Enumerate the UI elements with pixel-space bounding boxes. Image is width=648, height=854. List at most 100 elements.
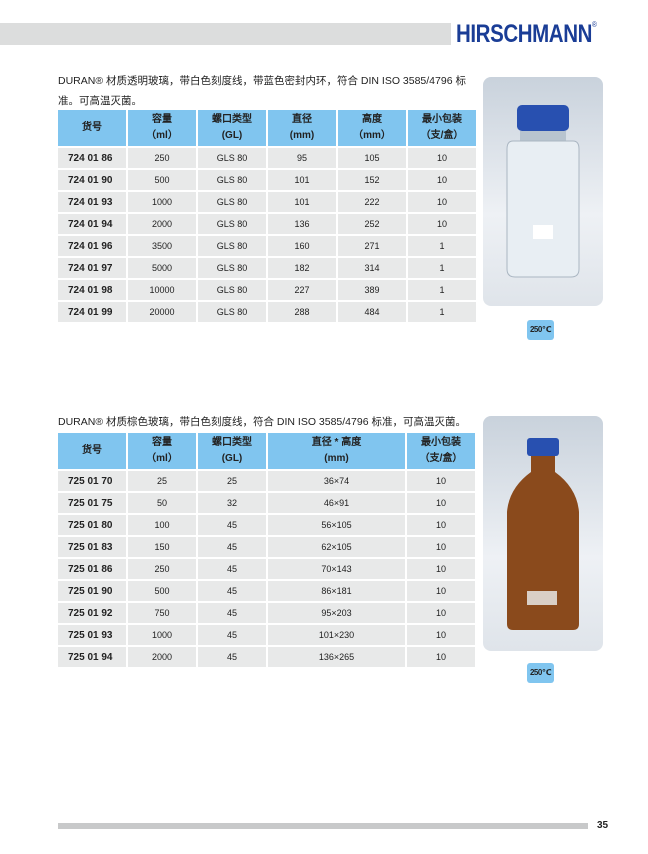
product-code: 725 01 83 xyxy=(58,537,126,557)
table-cell: 45 xyxy=(198,515,266,535)
table-cell: 45 xyxy=(198,625,266,645)
table-cell: 750 xyxy=(128,603,196,623)
table-cell: 70×143 xyxy=(268,559,405,579)
temperature-badge: 250℃ xyxy=(527,320,554,340)
table-cell: 10 xyxy=(408,148,476,168)
table-cell: 10 xyxy=(407,559,475,579)
product-code: 724 01 94 xyxy=(58,214,126,234)
header-label: （ml） xyxy=(146,453,178,464)
product-code: 725 01 92 xyxy=(58,603,126,623)
table-cell: 20000 xyxy=(128,302,196,322)
header-label: （mm） xyxy=(353,130,391,141)
header-label: 直径 xyxy=(292,114,312,125)
product-code: 724 01 86 xyxy=(58,148,126,168)
table-cell: GLS 80 xyxy=(198,214,266,234)
page-number: 35 xyxy=(597,820,609,831)
column-header: 容量 （ml） xyxy=(128,433,196,469)
table-cell: GLS 80 xyxy=(198,192,266,212)
table-row: 724 01 94 2000 GLS 80 136 252 10 xyxy=(58,214,476,234)
product-code: 725 01 93 xyxy=(58,625,126,645)
header-label: 螺口类型 xyxy=(212,114,252,125)
table-cell: 288 xyxy=(268,302,336,322)
table-cell: 10 xyxy=(407,625,475,645)
product-code: 725 01 80 xyxy=(58,515,126,535)
table-row: 725 01 70 25 25 36×74 10 xyxy=(58,471,475,491)
table-cell: GLS 80 xyxy=(198,148,266,168)
section2-description: DURAN® 材质棕色玻璃，带白色刻度线，符合 DIN ISO 3585/479… xyxy=(58,416,466,428)
table-row: 724 01 96 3500 GLS 80 160 271 1 xyxy=(58,236,476,256)
table-cell: 25 xyxy=(198,471,266,491)
table-cell: 314 xyxy=(338,258,406,278)
table-cell: GLS 80 xyxy=(198,236,266,256)
table-cell: 10 xyxy=(408,214,476,234)
column-header: 容量 （ml） xyxy=(128,110,196,146)
amber-bottle-table: 货号 容量 （ml） 螺口类型 (GL) 直径 * 高度 (mm) 最小包装 （支/盒） 725 … xyxy=(56,431,477,669)
clear-bottle-table: 货号 容量 （ml） 螺口类型 (GL) 直径 (mm) 高度 （mm） 最小包装 （支/盒） 724… xyxy=(56,108,478,324)
clear-bottle-image xyxy=(506,105,580,278)
temperature-badge: 250℃ xyxy=(527,663,554,683)
table-cell: GLS 80 xyxy=(198,258,266,278)
product-code: 725 01 94 xyxy=(58,647,126,667)
header-label: (mm) xyxy=(289,130,315,141)
table-cell: 3500 xyxy=(128,236,196,256)
header-label: 货号 xyxy=(82,122,102,133)
table-cell: 10 xyxy=(407,647,475,667)
table-cell: 160 xyxy=(268,236,336,256)
table-cell: 136×265 xyxy=(268,647,405,667)
table-cell: 1000 xyxy=(128,192,196,212)
column-header: 最小包装 （支/盒） xyxy=(407,433,475,469)
table-row: 725 01 92 750 45 95×203 10 xyxy=(58,603,475,623)
product-code: 725 01 75 xyxy=(58,493,126,513)
column-header: 货号 xyxy=(58,110,126,146)
table-cell: 10 xyxy=(407,471,475,491)
table-cell: 136 xyxy=(268,214,336,234)
product-code: 724 01 99 xyxy=(58,302,126,322)
header-label: 货号 xyxy=(82,445,102,456)
table-cell: 45 xyxy=(198,603,266,623)
table-cell: 152 xyxy=(338,170,406,190)
header-label: （支/盒） xyxy=(420,130,464,141)
section1-description: DURAN® 材质透明玻璃，带白色刻度线，带蓝色密封内环，符合 DIN ISO … xyxy=(58,75,466,107)
product-code: 724 01 90 xyxy=(58,170,126,190)
table-row: 725 01 86 250 45 70×143 10 xyxy=(58,559,475,579)
table-row: 725 01 80 100 45 56×105 10 xyxy=(58,515,475,535)
table-cell: 10 xyxy=(408,170,476,190)
table-cell: 10000 xyxy=(128,280,196,300)
table-cell: GLS 80 xyxy=(198,302,266,322)
table-cell: 10 xyxy=(407,537,475,557)
table-cell: 86×181 xyxy=(268,581,405,601)
table-cell: 101×230 xyxy=(268,625,405,645)
product-code: 724 01 97 xyxy=(58,258,126,278)
product-code: 725 01 86 xyxy=(58,559,126,579)
table-cell: 227 xyxy=(268,280,336,300)
clear-bottle-photo xyxy=(483,77,603,306)
column-header: 螺口类型 (GL) xyxy=(198,433,266,469)
column-header: 螺口类型 (GL) xyxy=(198,110,266,146)
table-row: 725 01 75 50 32 46×91 10 xyxy=(58,493,475,513)
table-cell: 5000 xyxy=(128,258,196,278)
table-row: 724 01 97 5000 GLS 80 182 314 1 xyxy=(58,258,476,278)
table-cell: 45 xyxy=(198,581,266,601)
table-cell: GLS 80 xyxy=(198,280,266,300)
brand-logo: HIRSCHMANN® xyxy=(456,20,597,48)
table-row: 725 01 90 500 45 86×181 10 xyxy=(58,581,475,601)
table-cell: 250 xyxy=(128,148,196,168)
product-code: 725 01 70 xyxy=(58,471,126,491)
table-cell: 10 xyxy=(408,192,476,212)
table-cell: 10 xyxy=(407,493,475,513)
table-row: 725 01 83 150 45 62×105 10 xyxy=(58,537,475,557)
table-cell: 2000 xyxy=(128,647,196,667)
table-row: 725 01 93 1000 45 101×230 10 xyxy=(58,625,475,645)
table-cell: 62×105 xyxy=(268,537,405,557)
table-cell: 45 xyxy=(198,647,266,667)
table-cell: 389 xyxy=(338,280,406,300)
table-cell: 250 xyxy=(128,559,196,579)
table-row: 724 01 93 1000 GLS 80 101 222 10 xyxy=(58,192,476,212)
table-cell: 32 xyxy=(198,493,266,513)
footer-bar xyxy=(58,823,588,829)
header-bar xyxy=(0,23,451,45)
header-label: (GL) xyxy=(221,453,243,464)
table-cell: 150 xyxy=(128,537,196,557)
amber-bottle-image xyxy=(507,438,579,630)
table-row: 724 01 98 10000 GLS 80 227 389 1 xyxy=(58,280,476,300)
